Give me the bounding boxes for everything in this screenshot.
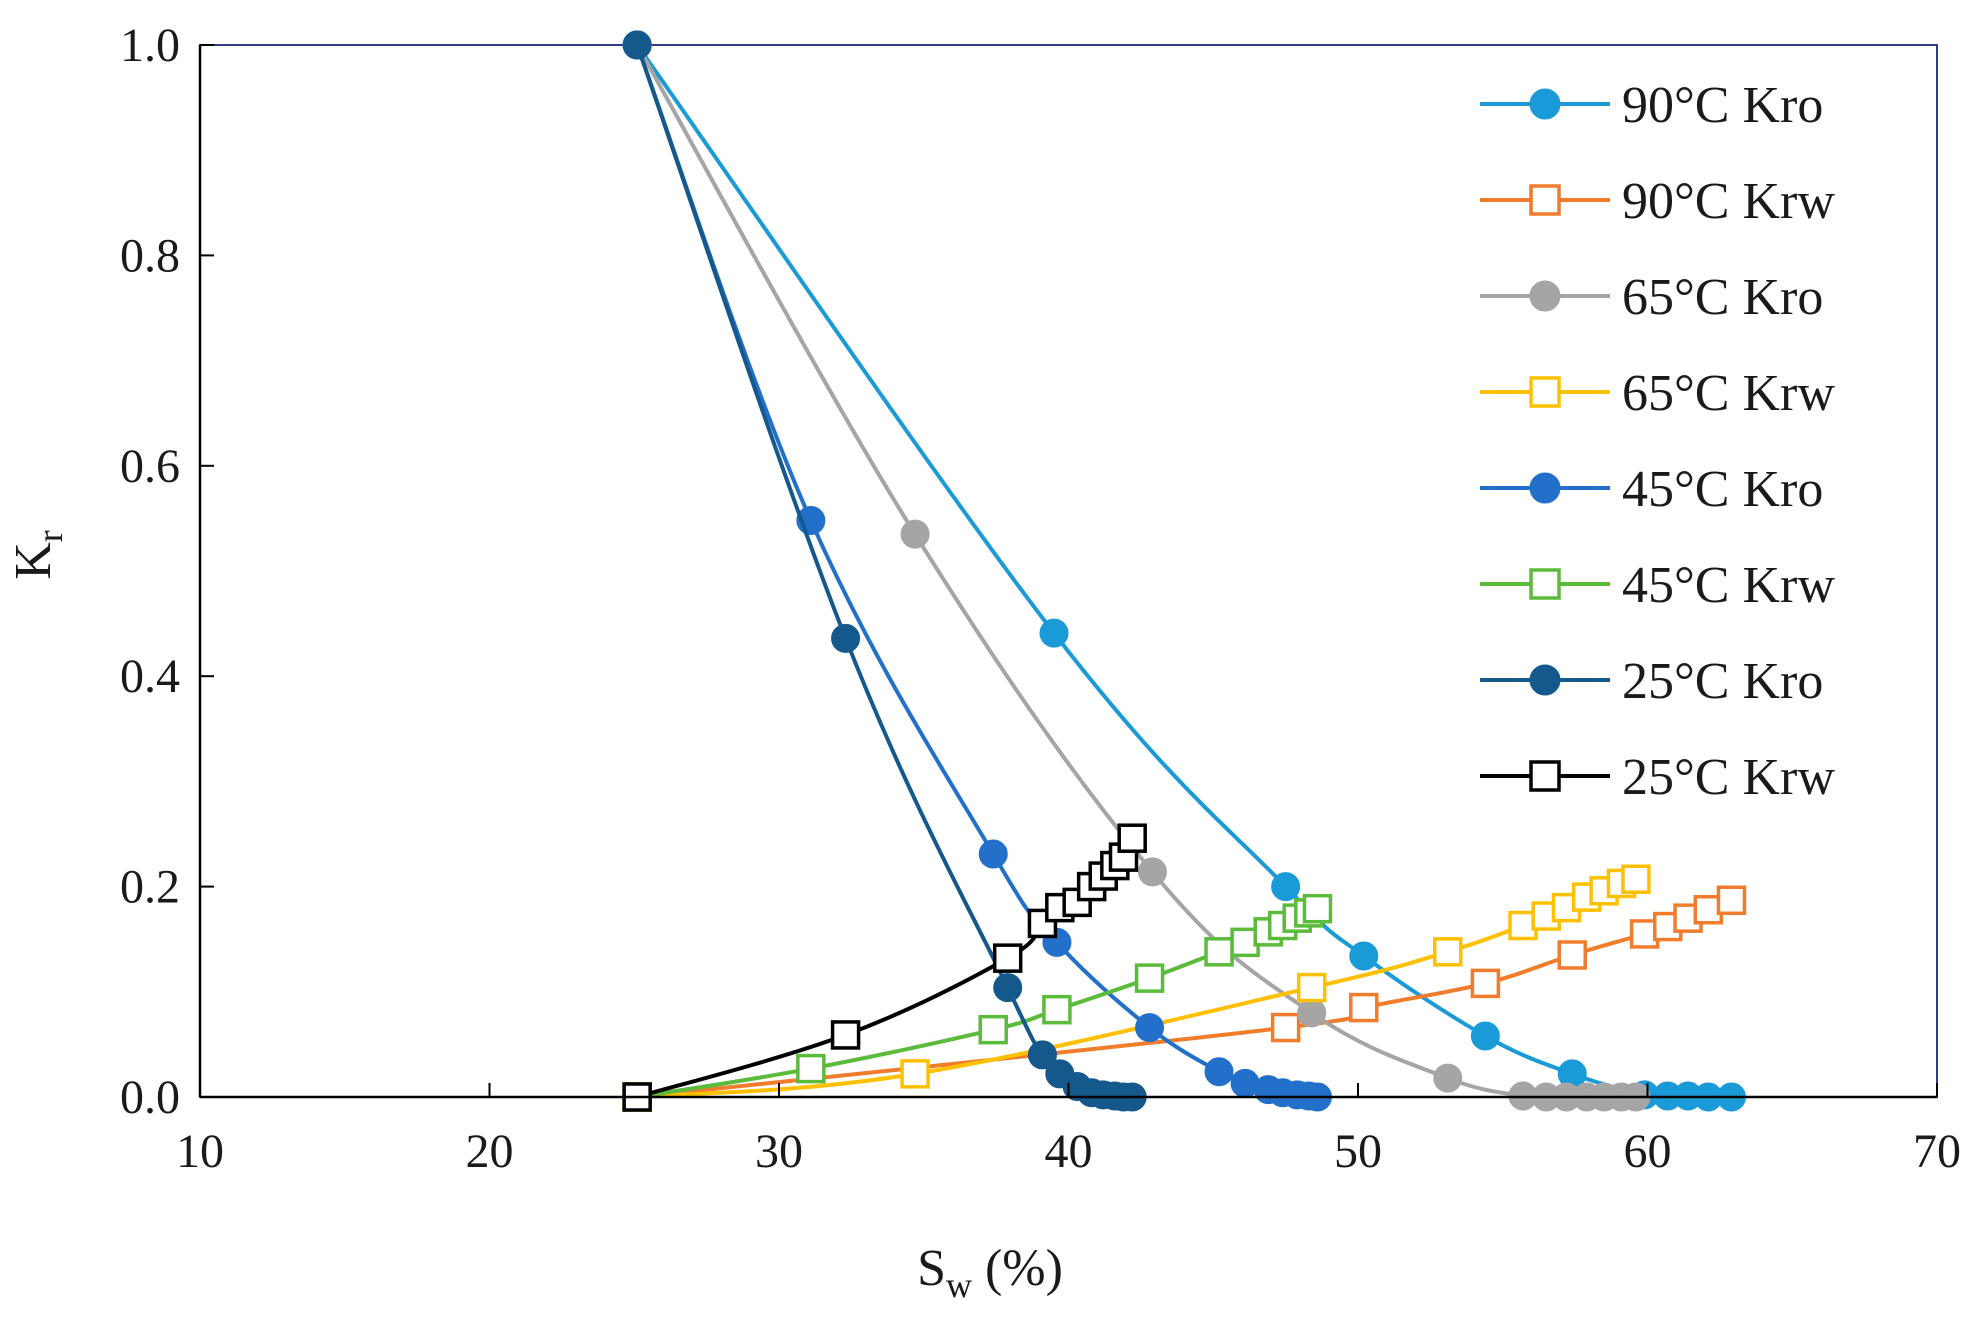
legend-swatch-marker (1529, 184, 1561, 216)
legend-swatch-marker (1529, 664, 1561, 696)
legend-entry: 25°C Krw (1480, 749, 1835, 806)
legend-swatch-marker (1529, 760, 1561, 792)
data-point (1349, 941, 1379, 971)
data-point (1117, 823, 1147, 853)
data-point (1270, 1012, 1301, 1043)
y-tick-label: 0.8 (120, 229, 180, 282)
legend-label: 45°C Krw (1622, 557, 1835, 614)
legend-label: 65°C Krw (1622, 365, 1835, 422)
data-point (622, 30, 652, 60)
x-tick-label: 40 (1045, 1125, 1093, 1178)
x-axis-label-subscript: w (946, 1265, 972, 1305)
legend-swatch-marker (1529, 88, 1561, 120)
legend-entry: 65°C Kro (1480, 269, 1823, 326)
data-point (1137, 857, 1167, 887)
legend-entry: 90°C Kro (1480, 77, 1823, 134)
data-point (830, 1020, 861, 1050)
x-tick-label: 70 (1913, 1125, 1961, 1178)
data-point (900, 1059, 930, 1089)
y-tick-label: 0.0 (120, 1071, 180, 1124)
data-point (1296, 972, 1327, 1003)
legend-swatch-marker (1529, 280, 1561, 312)
x-tick-label: 20 (466, 1125, 514, 1178)
legend-label: 45°C Kro (1622, 461, 1823, 518)
data-point (1135, 1013, 1165, 1043)
data-point (1042, 994, 1072, 1025)
legend-entry: 25°C Kro (1480, 653, 1823, 710)
legend-label: 25°C Kro (1622, 653, 1823, 710)
data-point (1271, 872, 1301, 902)
data-point (978, 839, 1008, 869)
data-point (1621, 864, 1651, 894)
legend-entry: 90°C Krw (1480, 173, 1835, 230)
data-point (796, 1053, 826, 1084)
legend-swatch-marker (1529, 568, 1561, 600)
data-point (1470, 968, 1501, 999)
data-point (900, 519, 930, 549)
y-tick-label: 0.6 (120, 440, 180, 493)
legend-swatch-marker (1529, 376, 1561, 408)
legend-label: 25°C Krw (1622, 749, 1835, 806)
legend-label: 90°C Kro (1622, 77, 1823, 134)
legend: 90°C Kro 90°C Krw 65°C Kro 65°C Krw 45°C Kro… (1480, 77, 1835, 806)
data-point (1470, 1021, 1500, 1051)
legend-label: 65°C Kro (1622, 269, 1823, 326)
data-point (1204, 937, 1234, 967)
data-point (1432, 937, 1463, 967)
legend-label: 90°C Krw (1622, 173, 1835, 230)
data-point (1349, 992, 1379, 1023)
y-axis-label-subscript: r (30, 530, 70, 542)
data-point (993, 973, 1023, 1003)
data-point (1204, 1057, 1234, 1087)
data-point (1557, 940, 1587, 970)
x-tick-label: 10 (176, 1125, 224, 1178)
x-axis-label: Sw (%) (917, 1240, 1063, 1305)
data-point (1134, 963, 1165, 993)
legend-swatch-marker (1529, 472, 1561, 504)
axis-layer: 10 20 30 40 50 60 70 0.0 0.2 0.4 0.6 0.8 1.0 (120, 19, 1961, 1178)
y-axis-label: Kr (5, 530, 70, 580)
y-tick-label: 0.2 (120, 861, 180, 914)
data-point (1433, 1063, 1463, 1093)
legend-entry: 65°C Krw (1480, 365, 1835, 422)
data-point (978, 1014, 1008, 1045)
data-point (1297, 998, 1327, 1028)
data-point (1302, 893, 1333, 924)
legend-entry: 45°C Krw (1480, 557, 1835, 614)
data-point (1027, 1040, 1057, 1070)
series-45c-krw (622, 893, 1333, 1112)
data-point (831, 623, 861, 653)
legend-entry: 45°C Kro (1480, 461, 1823, 518)
series-90c-krw (622, 885, 1747, 1112)
x-axis-label-unit: (%) (972, 1240, 1063, 1297)
x-tick-label: 50 (1334, 1125, 1382, 1178)
y-tick-label: 0.4 (120, 650, 180, 703)
data-point (1716, 885, 1747, 916)
x-tick-label: 30 (755, 1125, 803, 1178)
data-point (1039, 618, 1069, 648)
x-tick-label: 60 (1624, 1125, 1672, 1178)
series-25c-krw (622, 823, 1147, 1112)
y-tick-label: 1.0 (120, 19, 180, 72)
data-point (992, 943, 1023, 973)
